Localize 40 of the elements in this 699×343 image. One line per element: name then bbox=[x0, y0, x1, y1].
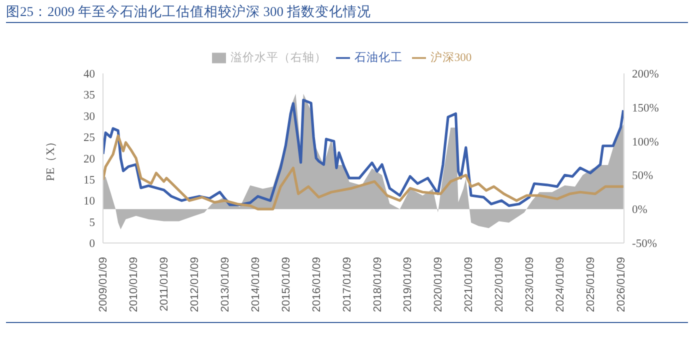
y-tick-label: 25 bbox=[84, 132, 96, 144]
y2-tick-label: -50% bbox=[632, 238, 658, 250]
y2-tick-label: 200% bbox=[632, 68, 660, 80]
x-tick-label: 2024/01/09 bbox=[554, 257, 566, 312]
legend-label: 石油化工 bbox=[354, 52, 402, 64]
y2-tick-label: 100% bbox=[632, 136, 660, 148]
legend-label: 溢价水平（右轴） bbox=[230, 52, 326, 64]
y-tick-label: 40 bbox=[84, 68, 96, 80]
y-tick-label: 20 bbox=[84, 153, 96, 166]
y-tick-label: 35 bbox=[84, 90, 96, 102]
y-tick-label: 10 bbox=[84, 196, 96, 208]
y-tick-label: 0 bbox=[89, 238, 96, 250]
y2-tick-label: 0% bbox=[632, 204, 648, 216]
line-series bbox=[103, 98, 624, 207]
line-series bbox=[103, 134, 624, 210]
x-tick-label: 2014/01/09 bbox=[250, 257, 262, 312]
x-tick-label: 2022/01/09 bbox=[494, 257, 506, 312]
y-tick-label: 30 bbox=[84, 110, 96, 123]
x-tick-label: 2018/01/09 bbox=[372, 257, 384, 312]
legend-label: 沪深300 bbox=[430, 52, 472, 64]
x-tick-label: 2012/01/09 bbox=[188, 257, 201, 312]
x-tick-label: 2016/01/09 bbox=[310, 257, 323, 312]
y-tick-label: 5 bbox=[89, 216, 96, 229]
x-tick-label: 2020/01/09 bbox=[432, 257, 445, 312]
x-tick-label: 2023/01/09 bbox=[524, 257, 536, 312]
x-tick-label: 2013/01/09 bbox=[219, 257, 232, 312]
x-tick-label: 2009/01/09 bbox=[98, 257, 110, 312]
y-tick-label: 15 bbox=[84, 174, 96, 186]
y2-tick-label: 50% bbox=[632, 170, 654, 182]
chart-title: 图25：2009 年至今石油化工估值相较沪深 300 指数变化情况 bbox=[6, 3, 371, 21]
x-tick-label: 2026/01/09 bbox=[615, 257, 628, 312]
x-tick-label: 2015/01/09 bbox=[280, 257, 292, 312]
x-tick-label: 2017/01/09 bbox=[341, 257, 354, 312]
x-tick-label: 2010/01/09 bbox=[128, 257, 140, 312]
x-tick-label: 2025/01/09 bbox=[584, 257, 597, 312]
x-tick-label: 2019/01/09 bbox=[402, 257, 414, 312]
x-tick-label: 2011/01/09 bbox=[158, 257, 171, 312]
y2-tick-label: 150% bbox=[632, 102, 660, 114]
y-axis-title: PE（X） bbox=[45, 135, 58, 182]
x-tick-label: 2021/01/09 bbox=[463, 257, 476, 312]
